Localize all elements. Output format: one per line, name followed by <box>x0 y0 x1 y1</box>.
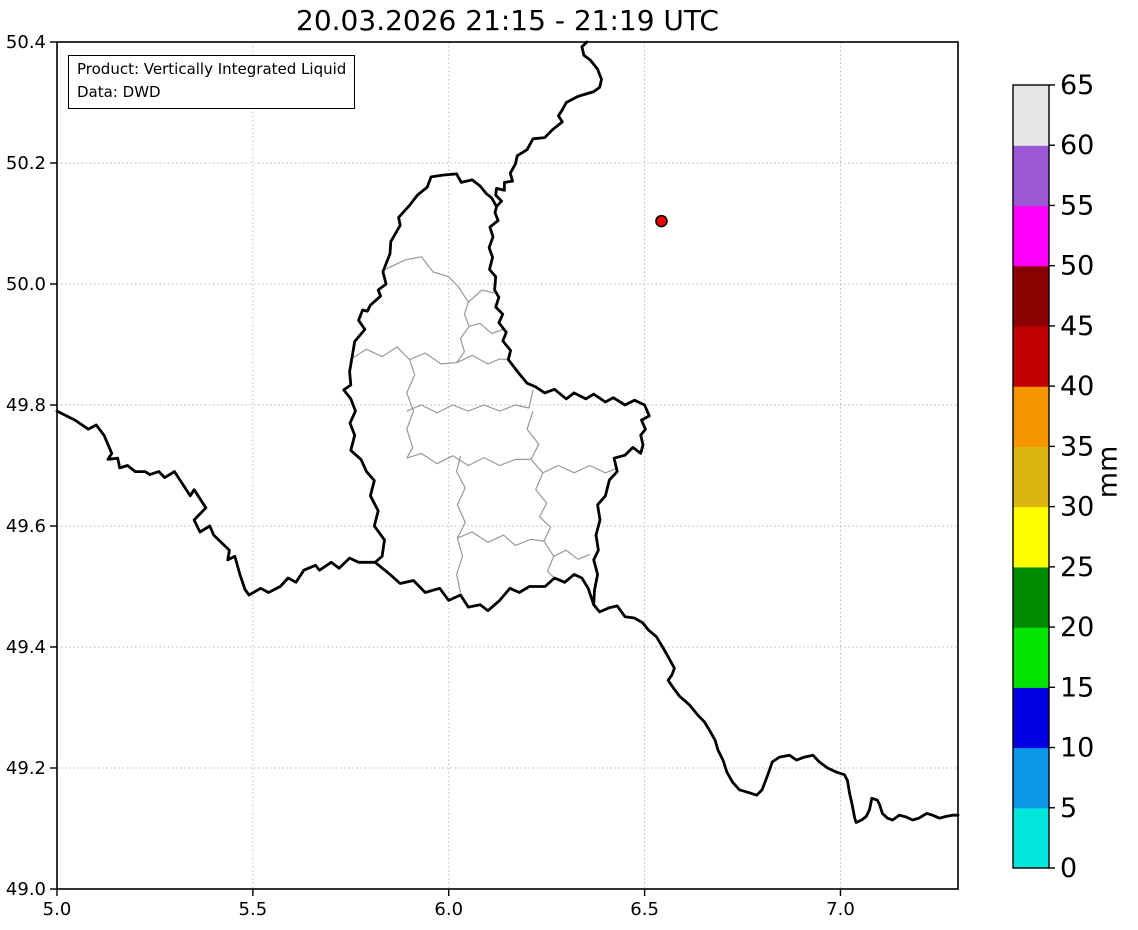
axes-frame <box>56 41 959 890</box>
district-border-line <box>406 359 416 459</box>
colorbar-segment <box>1013 807 1049 869</box>
colorbar-tick-label: 35 <box>1060 431 1094 462</box>
colorbar-tick-label: 50 <box>1060 251 1094 282</box>
colorbar-tick-label: 55 <box>1060 190 1094 221</box>
colorbar-segment <box>1013 85 1049 146</box>
page-title: 20.03.2026 21:15 - 21:19 UTC <box>296 4 719 37</box>
district-border-line <box>385 256 494 303</box>
colorbar-segment <box>1013 506 1049 568</box>
colorbar-tick-label: 10 <box>1060 733 1094 764</box>
colorbar-segment <box>1013 145 1049 207</box>
colorbar-segment <box>1013 446 1049 508</box>
y-tick-label: 49.0 <box>6 879 46 900</box>
country-border-line <box>592 603 960 824</box>
colorbar-tick-label: 0 <box>1060 853 1077 884</box>
colorbar-segment <box>1013 265 1049 327</box>
district-border-line <box>468 322 504 335</box>
colorbar-segment <box>1013 566 1049 628</box>
country-border-line <box>342 172 651 613</box>
colorbar-tick-label: 25 <box>1060 552 1094 583</box>
district-border-line <box>457 531 544 547</box>
y-tick-label: 50.0 <box>6 274 46 295</box>
y-tick-label: 49.4 <box>6 637 46 658</box>
annotation-product-line: Product: Vertically Integrated Liquid <box>77 60 347 78</box>
y-tick-label: 49.2 <box>6 758 46 779</box>
colorbar-tick-label: 15 <box>1060 672 1094 703</box>
district-border-line <box>456 455 466 593</box>
colorbar-tick-label: 60 <box>1060 130 1094 161</box>
colorbar-tick-label: 40 <box>1060 371 1094 402</box>
district-border-line <box>349 346 510 365</box>
x-tick-label: 7.0 <box>826 899 855 920</box>
y-tick-label: 49.6 <box>6 516 46 537</box>
y-tick-label: 50.4 <box>6 32 46 53</box>
country-border-line <box>494 40 603 209</box>
colorbar-tick-label: 20 <box>1060 612 1094 643</box>
colorbar-segment <box>1013 687 1049 749</box>
colorbar-segment <box>1013 205 1049 267</box>
colorbar-tick-label: 65 <box>1060 70 1094 101</box>
colorbar-tick-label: 30 <box>1060 492 1094 523</box>
country-border-line <box>55 409 377 597</box>
y-tick-label: 50.2 <box>6 153 46 174</box>
radar-location-marker <box>655 214 668 228</box>
colorbar-tick-label: 45 <box>1060 311 1094 342</box>
y-tick-label: 49.8 <box>6 395 46 416</box>
annotation-data-line: Data: DWD <box>77 83 161 101</box>
district-border-line <box>456 302 470 364</box>
annotation-box: Product: Vertically Integrated Liquid Da… <box>68 55 356 109</box>
district-border-line <box>406 389 534 414</box>
colorbar-segment <box>1013 325 1049 387</box>
colorbar-tick-label: 5 <box>1060 793 1077 824</box>
colorbar-segment <box>1013 386 1049 447</box>
colorbar-unit-label: mm <box>1092 445 1124 499</box>
x-tick-label: 6.0 <box>434 899 463 920</box>
colorbar-segment <box>1013 747 1049 809</box>
district-border-line <box>406 452 531 467</box>
colorbar-segment <box>1013 627 1049 688</box>
x-tick-label: 5.0 <box>43 899 72 920</box>
colorbar-frame <box>1012 84 1050 869</box>
x-tick-label: 5.5 <box>239 899 268 920</box>
district-border-line <box>526 410 555 579</box>
x-tick-label: 6.5 <box>630 899 659 920</box>
district-border-line <box>542 464 617 474</box>
district-border-line <box>553 549 591 560</box>
